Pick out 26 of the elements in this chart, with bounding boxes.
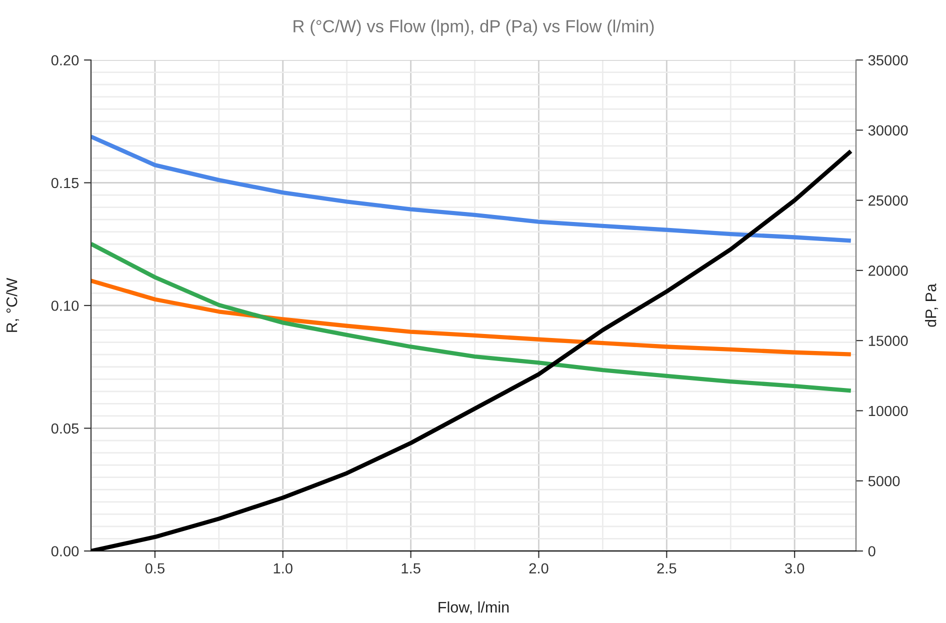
y-tick-label: 0.10	[51, 300, 79, 311]
x-tick-label: 3.0	[785, 563, 804, 574]
chart-title: R (°C/W) vs Flow (lpm), dP (Pa) vs Flow (l/min)	[294, 20, 654, 36]
y2-tick-label: 5000	[868, 476, 900, 486]
x-tick-label: 2.0	[529, 563, 548, 574]
y2-tick-label: 25000	[868, 195, 908, 206]
y2-tick-label: 30000	[868, 125, 908, 136]
y-tick-label: 0.00	[51, 546, 79, 556]
x-tick-label: 0.5	[145, 563, 164, 574]
y2-tick-label: 0	[868, 546, 876, 556]
line-series	[91, 134, 853, 243]
y-tick-label: 0.05	[51, 423, 79, 434]
x-tick-label: 1.0	[274, 563, 292, 574]
y2-tick-label: 10000	[868, 406, 908, 416]
y2-tick-label: 15000	[868, 336, 908, 346]
x-tick-label: 2.5	[657, 563, 676, 574]
y-tick-label: 0.20	[51, 55, 79, 66]
y-axis-title: R, °C/W	[6, 278, 20, 332]
y2-tick-label: 20000	[868, 266, 908, 276]
y2-axis-title: dP, Pa	[925, 284, 938, 327]
line-series	[91, 278, 853, 356]
x-tick-label: 1.5	[402, 563, 420, 574]
y2-tick-label: 35000	[868, 55, 908, 66]
line-series	[91, 242, 853, 393]
y-tick-label: 0.15	[51, 178, 79, 188]
x-axis-title: Flow, l/min	[438, 601, 509, 614]
